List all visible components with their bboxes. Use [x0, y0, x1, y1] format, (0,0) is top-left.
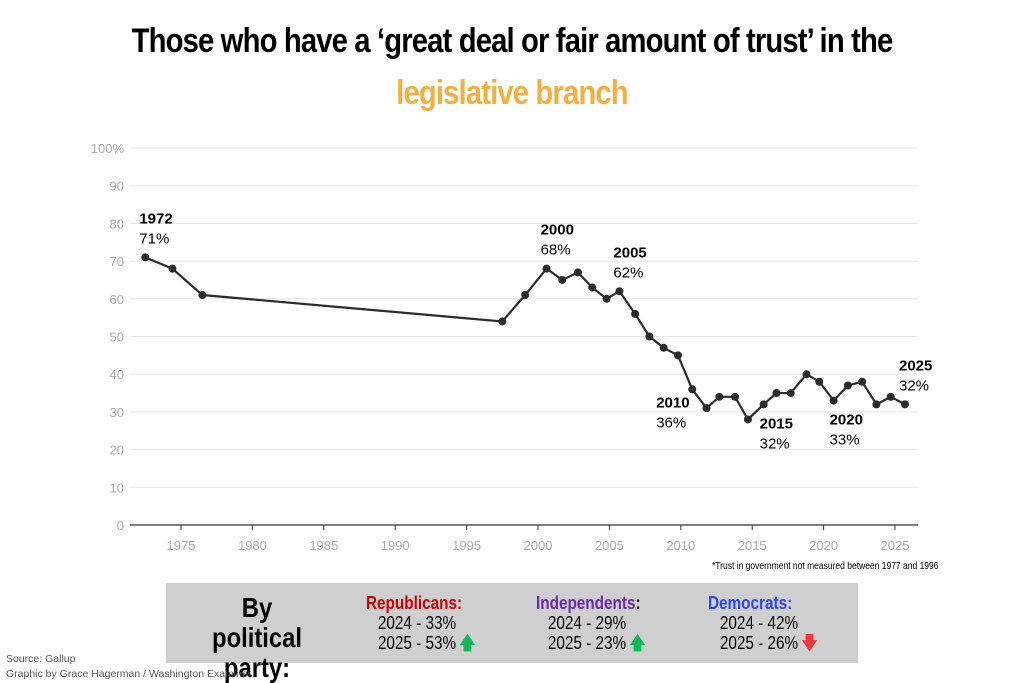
- x-tick-label: 1985: [309, 538, 338, 553]
- x-tick-label: 2010: [666, 538, 695, 553]
- x-tick-label: 1980: [238, 538, 267, 553]
- data-point: [702, 404, 711, 413]
- data-point: [743, 415, 752, 424]
- data-point: [542, 264, 551, 273]
- data-point: [872, 400, 881, 409]
- annotation-value: 71%: [139, 230, 169, 247]
- annotation-year: 2005: [613, 244, 646, 261]
- annotation-value: 32%: [760, 435, 790, 452]
- chart-title: Those who have a ‘great deal or fair amo…: [131, 22, 894, 60]
- data-point: [558, 275, 567, 284]
- party-2024: 2024 - 29%: [547, 613, 627, 633]
- party-2024: 2024 - 33%: [377, 613, 457, 633]
- data-point: [645, 332, 654, 341]
- annotation-year: 1972: [139, 210, 172, 227]
- party-legend: By political party: Republicans: 2024 - …: [166, 583, 858, 683]
- x-tick-label: 2025: [881, 538, 910, 553]
- party-2024: 2024 - 42%: [719, 613, 799, 633]
- party-2025: 2025 - 26%: [719, 633, 799, 653]
- annotation-year: 2010: [656, 394, 689, 411]
- data-point: [198, 291, 207, 300]
- x-tick-label: 1995: [452, 538, 481, 553]
- y-tick-label: 60: [110, 292, 124, 307]
- x-tick-label: 2000: [524, 538, 553, 553]
- data-point: [168, 264, 177, 273]
- data-point: [673, 351, 682, 360]
- annotation-year: 2015: [760, 415, 793, 432]
- y-tick-label: 90: [110, 179, 124, 194]
- data-point: [759, 400, 768, 409]
- y-tick-label: 50: [110, 330, 124, 345]
- data-point: [631, 309, 640, 318]
- party-name: Republicans:: [366, 593, 463, 613]
- annotation-year: 2020: [830, 412, 863, 429]
- data-point: [843, 381, 852, 390]
- legend-title: By political party:: [212, 592, 302, 683]
- footnote: *Trust in government not measured betwee…: [711, 561, 938, 572]
- annotation-value: 62%: [613, 264, 643, 281]
- x-tick-label: 2005: [595, 538, 624, 553]
- y-tick-label: 20: [110, 443, 124, 458]
- data-point: [829, 396, 838, 405]
- party-independents: Independents: 2024 - 29% 2025 - 23% 🡅: [536, 593, 645, 653]
- data-point: [602, 294, 611, 303]
- chart-subtitle: legislative branch: [396, 74, 628, 112]
- y-tick-label: 100%: [91, 141, 125, 156]
- annotation-value: 33%: [830, 432, 860, 449]
- party-name: Democrats:: [708, 593, 793, 613]
- data-point: [521, 291, 530, 300]
- x-tick-label: 1975: [167, 538, 196, 553]
- y-tick-label: 40: [110, 367, 124, 382]
- annotation-value: 36%: [656, 414, 686, 431]
- party-2025: 2025 - 23%: [547, 633, 627, 653]
- data-point: [731, 392, 740, 401]
- annotation-value: 68%: [541, 242, 571, 259]
- arrow-up-icon: 🡅: [459, 633, 476, 653]
- y-tick-label: 10: [110, 480, 124, 495]
- data-point: [588, 283, 597, 292]
- data-point: [900, 400, 909, 409]
- annotation-year: 2025: [899, 357, 932, 374]
- data-point: [615, 287, 624, 296]
- party-2025: 2025 - 53%: [377, 633, 457, 653]
- annotation-year: 2000: [541, 222, 574, 239]
- data-point: [659, 343, 668, 352]
- x-tick-label: 1990: [381, 538, 410, 553]
- party-democrats: Democrats: 2024 - 42% 2025 - 26% 🡇: [708, 593, 817, 653]
- y-tick-label: 80: [110, 216, 124, 231]
- data-point: [715, 392, 724, 401]
- arrow-down-icon: 🡇: [801, 633, 818, 653]
- y-tick-label: 30: [110, 405, 124, 420]
- data-point: [772, 389, 781, 398]
- source: Source: Gallup: [6, 653, 76, 665]
- data-point: [141, 253, 150, 262]
- data-point: [886, 392, 895, 401]
- x-tick-label: 2015: [738, 538, 767, 553]
- data-point: [688, 385, 697, 394]
- data-point: [802, 370, 811, 379]
- annotation-value: 32%: [899, 377, 929, 394]
- credit: Graphic by Grace Hagerman / Washington E…: [6, 668, 252, 680]
- party-name-suffix: :: [635, 593, 641, 613]
- party-name: Independents: [536, 593, 636, 613]
- data-point: [573, 268, 582, 277]
- data-point: [498, 317, 507, 326]
- party-republicans: Republicans: 2024 - 33% 2025 - 53% 🡅: [366, 593, 475, 653]
- data-point: [858, 377, 867, 386]
- data-point: [815, 377, 824, 386]
- y-tick-label: 70: [110, 254, 124, 269]
- data-point: [786, 389, 795, 398]
- arrow-up-icon: 🡅: [629, 633, 646, 653]
- x-tick-label: 2020: [809, 538, 838, 553]
- y-tick-label: 0: [117, 518, 124, 533]
